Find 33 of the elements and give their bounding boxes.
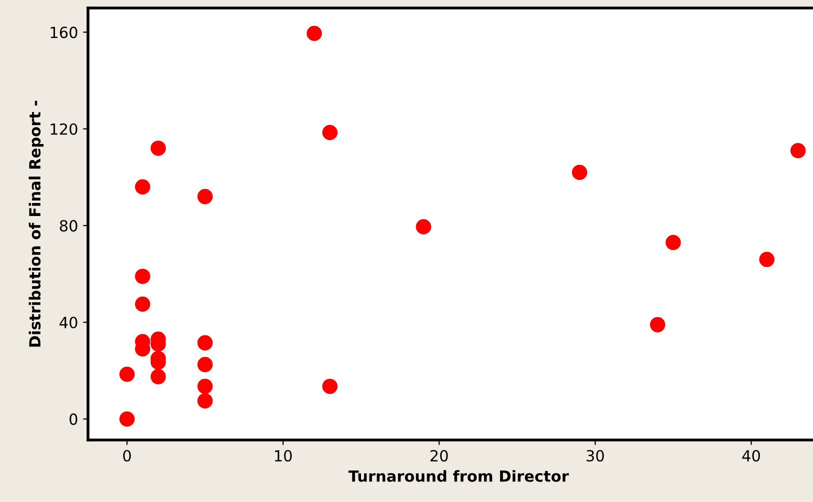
- x-tick-label: 10: [275, 450, 292, 462]
- point: [759, 252, 774, 268]
- x-tick-label: 20: [430, 450, 448, 462]
- x-tick-label: 0: [123, 450, 131, 462]
- point: [197, 356, 213, 372]
- point: [134, 179, 150, 195]
- point: [119, 411, 135, 427]
- y-tick-label: 160: [50, 26, 78, 38]
- point: [650, 317, 666, 332]
- x-tick-label: 40: [742, 450, 760, 462]
- point: [197, 378, 213, 394]
- x-tick-label: 30: [586, 450, 604, 462]
- point: [572, 164, 588, 180]
- point: [134, 268, 150, 284]
- point: [197, 188, 213, 204]
- y-axis-title: Distribution of Final Report -: [28, 100, 44, 347]
- x-axis-title: Turnaround from Director: [348, 470, 569, 482]
- y-tick-label: 80: [60, 220, 78, 232]
- point: [322, 378, 338, 394]
- point: [197, 393, 213, 408]
- point: [150, 140, 166, 156]
- point: [119, 366, 135, 382]
- y-tick-label: 0: [70, 413, 78, 425]
- point: [322, 124, 338, 140]
- point: [134, 296, 150, 312]
- point: [150, 369, 166, 384]
- point: [306, 26, 322, 42]
- point: [666, 234, 681, 250]
- point: [197, 335, 213, 350]
- point: [790, 142, 806, 158]
- point: [416, 219, 432, 234]
- y-tick-label: 40: [60, 316, 78, 328]
- y-tick-label: 120: [50, 123, 78, 135]
